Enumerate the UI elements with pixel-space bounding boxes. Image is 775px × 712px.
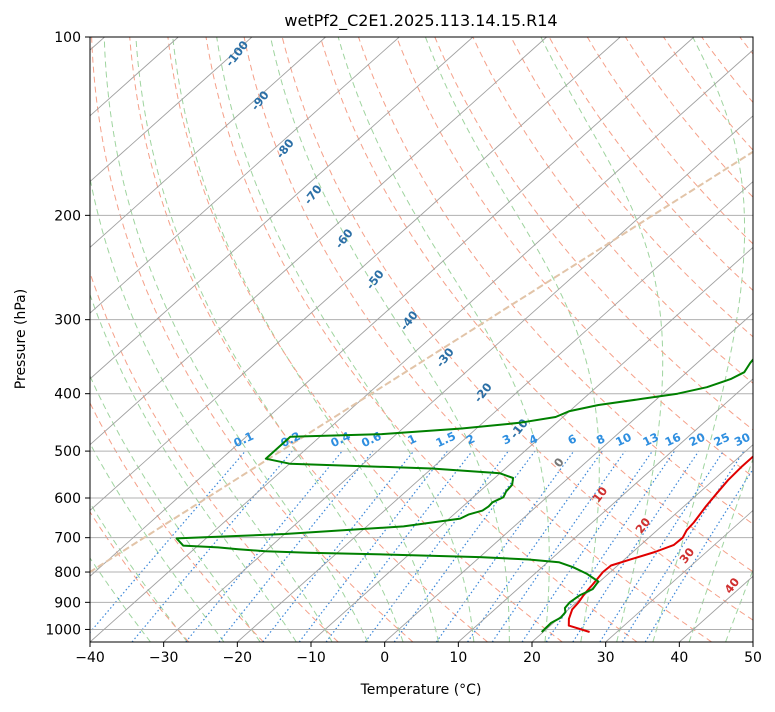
x-tick-label: 40 [670,650,688,666]
x-tick-label: 10 [449,650,467,666]
y-tick-label: 600 [54,491,81,507]
y-tick-label: 800 [54,565,81,581]
y-tick-label: 300 [54,313,81,329]
y-tick-label: 1000 [45,622,81,638]
y-tick-label: 500 [54,444,81,460]
y-axis-label: Pressure (hPa) [13,289,29,389]
x-tick-label: −30 [149,650,179,666]
y-tick-label: 900 [54,595,81,611]
x-tick-label: −10 [296,650,326,666]
y-tick-label: 100 [54,30,81,46]
x-tick-label: −20 [223,650,253,666]
x-tick-label: −40 [75,650,105,666]
y-tick-label: 400 [54,387,81,403]
y-tick-label: 200 [54,208,81,224]
y-tick-label: 700 [54,531,81,547]
x-axis-label: Temperature (°C) [360,682,482,698]
x-tick-label: 30 [597,650,615,666]
x-tick-label: 20 [523,650,541,666]
x-tick-label: 50 [744,650,762,666]
x-tick-label: 0 [380,650,389,666]
chart-title: wetPf2_C2E1.2025.113.14.15.R14 [284,11,557,31]
